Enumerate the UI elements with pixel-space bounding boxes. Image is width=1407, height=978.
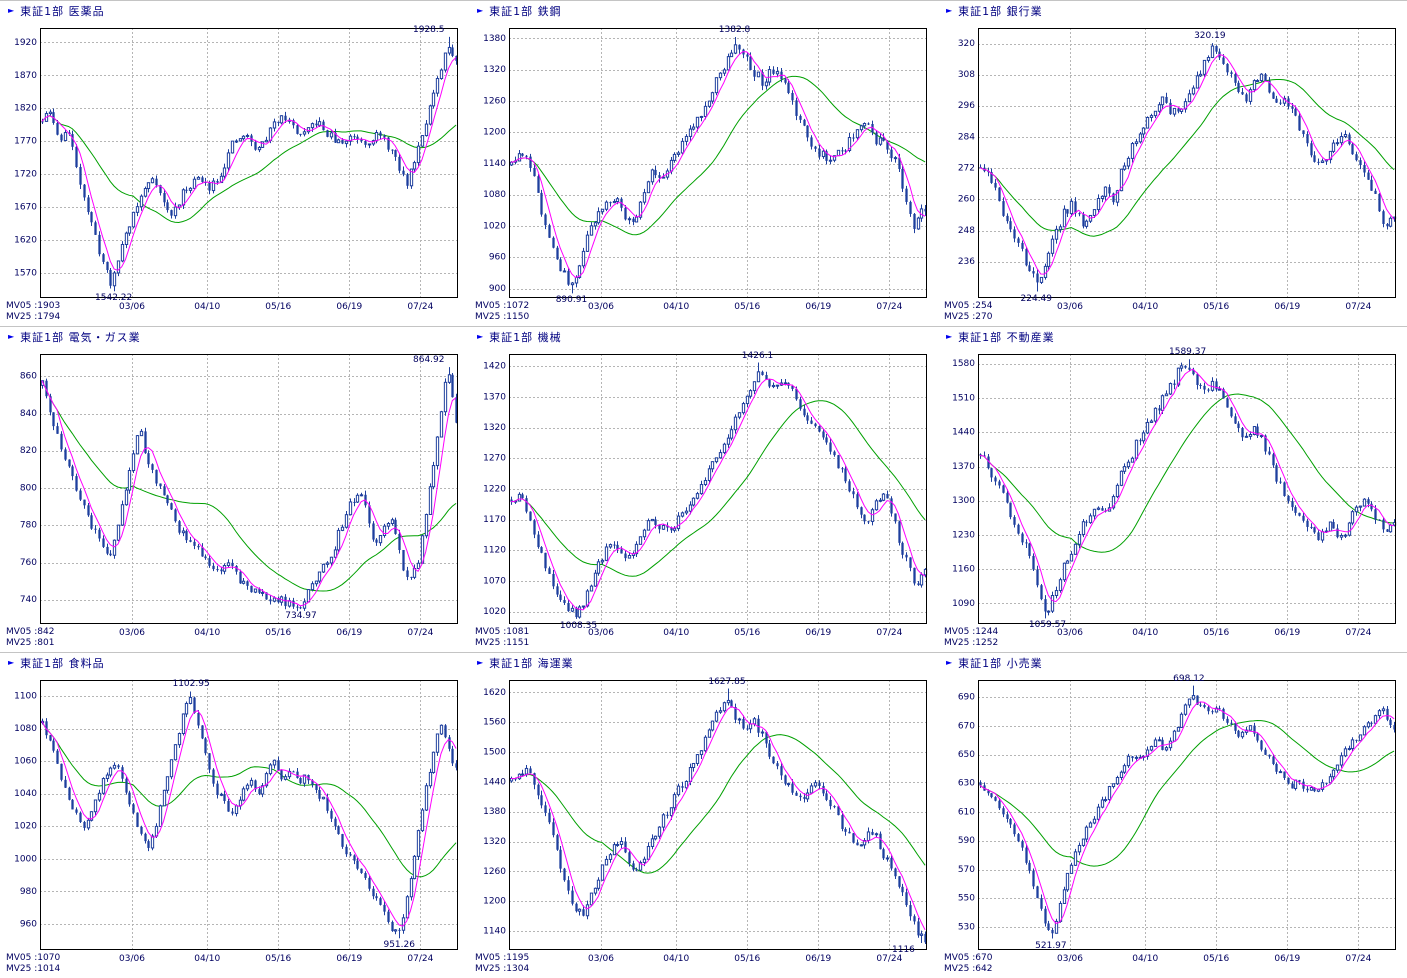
panel-bullet-arrow-icon: ► (477, 657, 484, 667)
panel-bullet-arrow-icon: ► (946, 331, 953, 341)
chart-area: 320.19 224.49 MV05 :254 MV25 :270 (942, 18, 1403, 324)
candlestick-chart-canvas (473, 344, 934, 650)
panel-title: 東証1部 銀行業 (958, 4, 1043, 18)
candlestick-chart-canvas (4, 18, 465, 324)
chart-area: 698.12 521.97 MV05 :670 MV25 :642 (942, 670, 1403, 976)
ma5-legend-line: MV05 :1072 (475, 301, 530, 312)
ma5-legend-line: MV05 :1081 (475, 627, 530, 638)
panel-title: 東証1部 海運業 (489, 656, 574, 670)
candlestick-chart-canvas (4, 344, 465, 650)
panel-header[interactable]: ► 東証1部 食料品 (4, 655, 465, 670)
ma-legend: MV05 :1081 MV25 :1151 (475, 627, 529, 649)
ma5-legend-line: MV05 :1903 (6, 301, 61, 312)
ma25-legend-line: MV25 :1014 (6, 964, 61, 975)
chart-area: 1426.1 1008.35 MV05 :1081 MV25 :1151 (473, 344, 934, 650)
ma25-legend-line: MV25 :801 (6, 638, 55, 649)
chart-panel-banking: ► 東証1部 銀行業 320.19 224.49 MV05 :254 MV25 … (938, 0, 1407, 326)
panel-header[interactable]: ► 東証1部 機械 (473, 329, 934, 344)
chart-area: 864.92 734.97 MV05 :842 MV25 :801 (4, 344, 465, 650)
ma-legend: MV05 :1072 MV25 :1150 (475, 301, 529, 323)
ma25-legend-line: MV25 :1150 (475, 312, 530, 323)
ma25-legend-line: MV25 :642 (944, 964, 993, 975)
panel-bullet-arrow-icon: ► (477, 331, 484, 341)
panel-title: 東証1部 不動産業 (958, 330, 1055, 344)
candlestick-chart-canvas (473, 670, 934, 976)
ma5-legend-line: MV05 :1244 (944, 627, 999, 638)
panel-bullet-arrow-icon: ► (8, 5, 15, 15)
panel-header[interactable]: ► 東証1部 銀行業 (942, 3, 1403, 18)
chart-area: 1627.85 1116 MV05 :1195 MV25 :1304 (473, 670, 934, 976)
ma25-legend-line: MV25 :270 (944, 312, 993, 323)
ma-legend: MV05 :1244 MV25 :1252 (944, 627, 998, 649)
panel-bullet-arrow-icon: ► (8, 657, 15, 667)
chart-panel-pharmaceuticals: ► 東証1部 医薬品 1928.5 1542.22 MV05 :1903 MV2… (0, 0, 469, 326)
ma25-legend-line: MV25 :1794 (6, 312, 61, 323)
ma5-legend-line: MV05 :1070 (6, 953, 61, 964)
candlestick-chart-canvas (942, 344, 1403, 650)
candlestick-chart-canvas (942, 670, 1403, 976)
panel-header[interactable]: ► 東証1部 不動産業 (942, 329, 1403, 344)
panel-title: 東証1部 医薬品 (20, 4, 105, 18)
panel-title: 東証1部 鉄鋼 (489, 4, 562, 18)
chart-area: 1928.5 1542.22 MV05 :1903 MV25 :1794 (4, 18, 465, 324)
chart-area: 1102.95 951.26 MV05 :1070 MV25 :1014 (4, 670, 465, 976)
panel-title: 東証1部 食料品 (20, 656, 105, 670)
panel-header[interactable]: ► 東証1部 医薬品 (4, 3, 465, 18)
panel-bullet-arrow-icon: ► (946, 657, 953, 667)
ma-legend: MV05 :842 MV25 :801 (6, 627, 54, 649)
candlestick-chart-canvas (473, 18, 934, 324)
panel-bullet-arrow-icon: ► (477, 5, 484, 15)
ma5-legend-line: MV05 :1195 (475, 953, 530, 964)
ma-legend: MV05 :254 MV25 :270 (944, 301, 992, 323)
ma-legend: MV05 :670 MV25 :642 (944, 953, 992, 975)
panel-header[interactable]: ► 東証1部 電気・ガス業 (4, 329, 465, 344)
ma5-legend-line: MV05 :254 (944, 301, 993, 312)
chart-area: 1382.8 890.91 MV05 :1072 MV25 :1150 (473, 18, 934, 324)
candlestick-chart-canvas (4, 670, 465, 976)
ma-legend: MV05 :1070 MV25 :1014 (6, 953, 60, 975)
chart-panel-steel: ► 東証1部 鉄鋼 1382.8 890.91 MV05 :1072 MV25 … (469, 0, 938, 326)
ma5-legend-line: MV05 :842 (6, 627, 55, 638)
ma25-legend-line: MV25 :1304 (475, 964, 530, 975)
panel-bullet-arrow-icon: ► (8, 331, 15, 341)
panel-bullet-arrow-icon: ► (946, 5, 953, 15)
chart-panel-electric-gas: ► 東証1部 電気・ガス業 864.92 734.97 MV05 :842 MV… (0, 326, 469, 652)
chart-panel-real-estate: ► 東証1部 不動産業 1589.37 1059.57 MV05 :1244 M… (938, 326, 1407, 652)
panel-header[interactable]: ► 東証1部 海運業 (473, 655, 934, 670)
chart-panel-machinery: ► 東証1部 機械 1426.1 1008.35 MV05 :1081 MV25… (469, 326, 938, 652)
chart-panel-retail: ► 東証1部 小売業 698.12 521.97 MV05 :670 MV25 … (938, 652, 1407, 978)
panel-header[interactable]: ► 東証1部 鉄鋼 (473, 3, 934, 18)
chart-area: 1589.37 1059.57 MV05 :1244 MV25 :1252 (942, 344, 1403, 650)
panel-header[interactable]: ► 東証1部 小売業 (942, 655, 1403, 670)
panel-title: 東証1部 電気・ガス業 (20, 330, 141, 344)
ma25-legend-line: MV25 :1151 (475, 638, 530, 649)
ma25-legend-line: MV25 :1252 (944, 638, 999, 649)
ma-legend: MV05 :1903 MV25 :1794 (6, 301, 60, 323)
panel-title: 東証1部 機械 (489, 330, 562, 344)
ma5-legend-line: MV05 :670 (944, 953, 993, 964)
panel-title: 東証1部 小売業 (958, 656, 1043, 670)
chart-panel-shipping: ► 東証1部 海運業 1627.85 1116 MV05 :1195 MV25 … (469, 652, 938, 978)
ma-legend: MV05 :1195 MV25 :1304 (475, 953, 529, 975)
chart-panel-foods: ► 東証1部 食料品 1102.95 951.26 MV05 :1070 MV2… (0, 652, 469, 978)
candlestick-chart-canvas (942, 18, 1403, 324)
